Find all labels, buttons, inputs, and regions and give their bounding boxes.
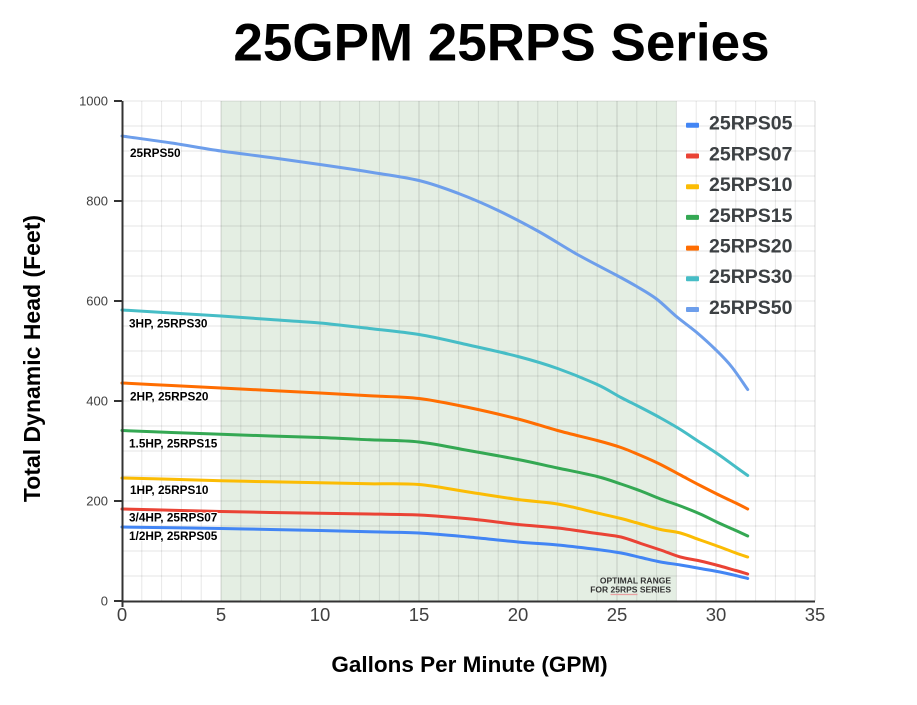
svg-text:3HP, 25RPS30: 3HP, 25RPS30 [129, 317, 208, 331]
svg-text:1.5HP, 25RPS15: 1.5HP, 25RPS15 [129, 437, 218, 451]
svg-text:FOR 25RPS SERIES: FOR 25RPS SERIES [590, 585, 671, 595]
svg-text:30: 30 [706, 604, 727, 625]
svg-text:25RPS10: 25RPS10 [709, 174, 793, 196]
svg-text:25RPS07: 25RPS07 [709, 143, 792, 165]
svg-text:10: 10 [310, 604, 331, 625]
svg-text:1HP, 25RPS10: 1HP, 25RPS10 [130, 483, 209, 497]
svg-text:25RPS05: 25RPS05 [709, 113, 793, 135]
svg-text:25RPS50: 25RPS50 [130, 146, 181, 160]
svg-text:3/4HP, 25RPS07: 3/4HP, 25RPS07 [129, 511, 218, 525]
svg-text:0: 0 [117, 604, 127, 625]
svg-text:400: 400 [86, 394, 108, 409]
svg-text:600: 600 [86, 294, 108, 309]
svg-text:1/2HP, 25RPS05: 1/2HP, 25RPS05 [129, 529, 218, 543]
svg-text:20: 20 [508, 604, 529, 625]
svg-text:35: 35 [805, 604, 826, 625]
svg-text:25: 25 [607, 604, 628, 625]
svg-text:0: 0 [101, 594, 108, 609]
svg-text:OPTIMAL RANGE: OPTIMAL RANGE [600, 576, 671, 586]
svg-text:2HP, 25RPS20: 2HP, 25RPS20 [130, 390, 209, 404]
svg-text:25RPS50: 25RPS50 [709, 297, 793, 319]
svg-text:200: 200 [86, 494, 108, 509]
svg-text:25RPS15: 25RPS15 [709, 205, 793, 227]
svg-text:1000: 1000 [79, 94, 108, 109]
svg-text:800: 800 [86, 194, 108, 209]
svg-text:25RPS30: 25RPS30 [709, 266, 793, 288]
svg-text:25GPM 25RPS Series: 25GPM 25RPS Series [233, 14, 769, 73]
svg-text:Gallons Per Minute (GPM): Gallons Per Minute (GPM) [331, 652, 607, 677]
svg-text:15: 15 [409, 604, 430, 625]
svg-text:Total Dynamic Head (Feet): Total Dynamic Head (Feet) [19, 215, 45, 502]
svg-text:5: 5 [216, 604, 226, 625]
svg-text:25RPS20: 25RPS20 [709, 236, 793, 258]
